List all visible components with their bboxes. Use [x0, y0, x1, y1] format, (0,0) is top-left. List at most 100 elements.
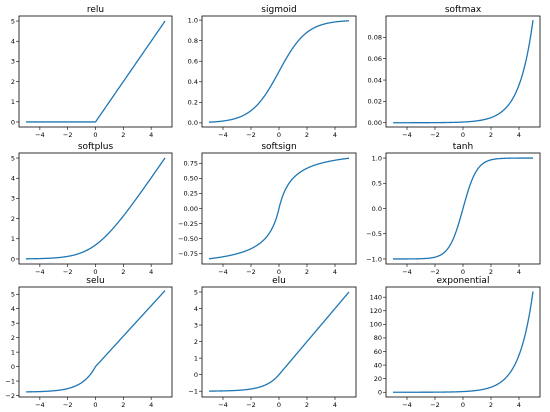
x-tick-label: 4 — [517, 131, 521, 139]
subplot-sigmoid: sigmoid −4 −2 0 2 4 0.0 0.2 0.4 0.6 0.8 1.0 — [188, 5, 357, 139]
x-tick-label: −2 — [246, 131, 256, 139]
series-line-selu — [25, 290, 166, 393]
x-tick-label: −2 — [63, 131, 73, 139]
y-tick-label: 0 — [11, 118, 15, 126]
subplot-title: softplus — [78, 142, 114, 152]
subplot-relu: relu −4 −2 0 2 4 0 1 2 3 4 5 — [11, 5, 173, 139]
series-line-softsign — [208, 157, 350, 260]
x-tick-label: −4 — [35, 131, 45, 139]
x-tick-label: 4 — [517, 268, 521, 276]
subplot-softplus: softplus −4 −2 0 2 4 0 1 2 3 4 5 — [11, 142, 173, 276]
y-tick-label: 0.75 — [184, 160, 198, 168]
y-tick-label: −0.50 — [178, 235, 198, 243]
x-tick-label: 0 — [277, 268, 281, 276]
x-tick-label: 0 — [93, 131, 97, 139]
x-tick-label: 2 — [121, 401, 125, 409]
x-tick-label: 4 — [333, 268, 337, 276]
x-tick-label: 0 — [461, 131, 465, 139]
y-tick-label: 3 — [11, 58, 15, 66]
y-tick-label: 5 — [11, 291, 15, 299]
x-tick-label: −4 — [35, 401, 45, 409]
y-tick-label: 1 — [11, 98, 15, 106]
axes-frame — [385, 286, 541, 398]
y-tick-label: −0.25 — [178, 220, 198, 228]
subplot-elu: elu −4 −2 0 2 4 −1 0 1 2 3 4 5 — [188, 276, 357, 409]
y-tick-label: 0.2 — [188, 99, 198, 107]
subplot-title: sigmoid — [261, 5, 296, 15]
series-line-softmax — [393, 20, 534, 124]
series-line-exponential — [393, 291, 534, 393]
subplot-title: selu — [86, 276, 104, 286]
x-tick-label: 2 — [305, 268, 309, 276]
y-tick-label: 2 — [194, 338, 198, 346]
y-tick-label: 0.0 — [188, 119, 198, 127]
x-tick-label: 4 — [149, 268, 153, 276]
y-tick-label: 120 — [370, 307, 382, 315]
x-tick-label: 4 — [149, 401, 153, 409]
y-tick-label: 2 — [11, 215, 15, 223]
y-tick-label: 4 — [11, 175, 15, 183]
x-tick-label: −4 — [218, 401, 228, 409]
subplot-tanh: tanh −4 −2 0 2 4 −1.0 −0.5 0.0 0.5 1.0 — [366, 142, 541, 276]
y-tick-label: 0.0 — [372, 205, 382, 213]
x-tick-label: 4 — [149, 131, 153, 139]
y-tick-label: 1 — [11, 235, 15, 243]
x-tick-label: 4 — [333, 401, 337, 409]
y-tick-label: −0.5 — [366, 230, 382, 238]
subplot-title: exponential — [437, 276, 490, 286]
subplot-softmax: softmax −4 −2 0 2 4 0.00 0.02 0.04 0.06 0.08 — [368, 5, 541, 139]
y-tick-label: 100 — [370, 321, 382, 329]
y-tick-label: 0.25 — [184, 190, 198, 198]
y-tick-label: 4 — [11, 305, 15, 313]
y-tick-label: 0.08 — [368, 34, 382, 42]
x-tick-label: −2 — [63, 401, 73, 409]
y-tick-label: 4 — [194, 305, 198, 313]
y-tick-label: 2 — [11, 334, 15, 342]
y-tick-label: 0.5 — [372, 180, 382, 188]
y-tick-label: 0 — [378, 389, 382, 397]
x-tick-label: 4 — [517, 401, 521, 409]
x-tick-label: −4 — [218, 268, 228, 276]
axes-frame — [385, 15, 541, 128]
series-line-sigmoid — [208, 20, 350, 123]
y-tick-label: 140 — [370, 293, 382, 301]
y-tick-label: 5 — [194, 288, 198, 296]
x-tick-label: 0 — [93, 401, 97, 409]
series-line-softplus — [25, 157, 166, 260]
y-tick-label: 0.00 — [184, 205, 198, 213]
subplot-title: softmax — [445, 5, 482, 15]
y-tick-label: 1.0 — [188, 16, 198, 24]
y-tick-label: 0.06 — [368, 55, 382, 63]
y-tick-label: 0.00 — [368, 119, 382, 127]
series-line-elu — [208, 291, 350, 392]
axes-frame — [201, 286, 357, 398]
subplot-title: tanh — [453, 142, 473, 152]
y-tick-label: 4 — [11, 38, 15, 46]
x-tick-label: 2 — [305, 401, 309, 409]
y-tick-label: 1 — [11, 348, 15, 356]
series-line-tanh — [393, 157, 533, 260]
y-tick-label: 0.4 — [188, 78, 198, 86]
y-tick-label: −2 — [5, 392, 15, 400]
x-tick-label: 0 — [461, 401, 465, 409]
subplot-title: relu — [87, 5, 104, 15]
axes-frame — [18, 286, 173, 398]
y-tick-label: −1 — [188, 388, 198, 396]
y-tick-label: 0.6 — [188, 58, 198, 66]
y-tick-label: 0.04 — [368, 76, 382, 84]
subplot-selu: selu −4 −2 0 2 4 −2 −1 0 1 2 3 4 5 — [5, 276, 173, 409]
y-tick-label: 3 — [11, 319, 15, 327]
y-tick-label: 2 — [11, 78, 15, 86]
y-tick-label: 1.0 — [372, 154, 382, 162]
subplot-softsign: softsign −4 −2 0 2 4 −0.75 −0.50 −0.25 0.00 0.25 0.… — [178, 142, 357, 276]
y-tick-label: 0.8 — [188, 37, 198, 45]
y-tick-label: −1.0 — [366, 255, 382, 263]
x-tick-label: −2 — [430, 401, 440, 409]
y-tick-label: 60 — [374, 348, 382, 356]
x-tick-label: 2 — [489, 401, 493, 409]
y-tick-label: −1 — [5, 377, 15, 385]
x-tick-label: −4 — [218, 131, 228, 139]
y-tick-label: 5 — [11, 17, 15, 25]
y-tick-label: −0.75 — [178, 250, 198, 258]
